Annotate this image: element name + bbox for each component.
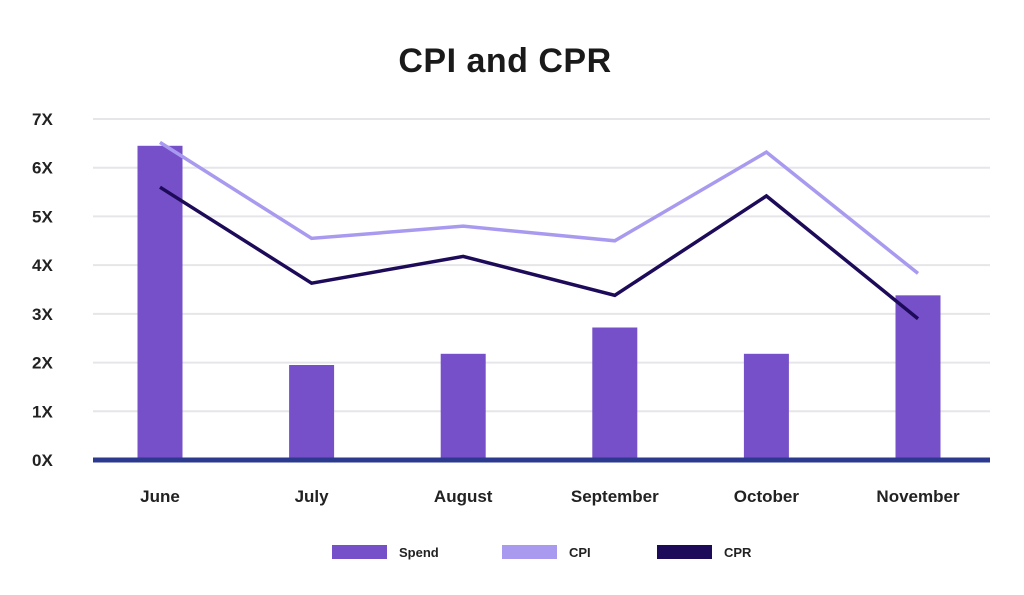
y-tick-label: 3X [32,305,53,324]
bar-spend [592,327,638,460]
y-tick-label: 6X [32,159,53,178]
x-tick-label: October [734,487,800,506]
chart-title: CPI and CPR [398,42,612,80]
y-tick-label: 0X [32,451,53,470]
bar-spend [440,353,486,460]
legend-label-spend: Spend [399,545,439,560]
bar-spend [137,145,183,461]
x-tick-label: September [571,487,659,506]
bar-spend [289,365,335,460]
legend-label-cpi: CPI [569,545,591,560]
y-tick-label: 4X [32,256,53,275]
x-tick-label: July [295,487,330,506]
y-tick-label: 7X [32,110,53,129]
y-tick-label: 5X [32,207,53,226]
legend-swatch-cpr [657,545,712,559]
x-tick-label: June [140,487,180,506]
bar-spend [743,353,789,460]
y-tick-label: 1X [32,402,53,421]
legend-label-cpr: CPR [724,545,752,560]
bar-spend [895,295,941,460]
line-cpi [159,140,920,275]
line-cpr [159,185,920,321]
legend-swatch-cpi [502,545,557,559]
x-tick-label: November [876,487,960,506]
x-tick-label: August [434,487,493,506]
y-tick-label: 2X [32,354,53,373]
legend-swatch-spend [332,545,387,559]
